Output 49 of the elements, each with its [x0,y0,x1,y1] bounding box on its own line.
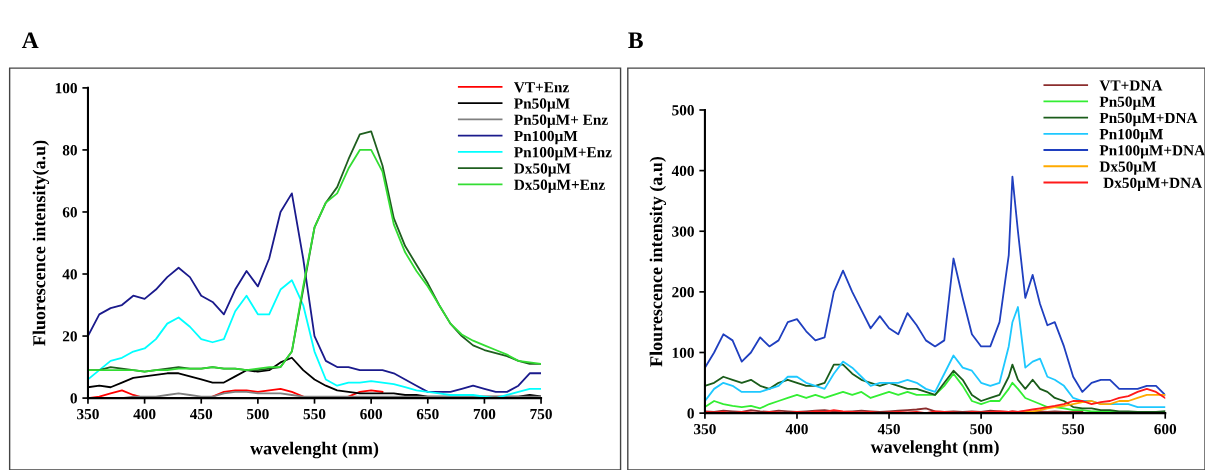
legend-label: Pn50µM+ Enz [514,114,608,129]
y-tick-label: 80 [62,145,77,156]
chart-title: A [21,32,39,48]
x-tick-label: 600 [1154,423,1177,435]
legend-label: Pn50µM+DNA [1099,112,1198,127]
chart-title: B [628,32,643,49]
x-tick-label: 350 [77,408,99,420]
legend-label: VT+Enz [513,82,569,93]
y-tick-label: 20 [62,331,77,342]
legend-label: Pn100µM [1099,128,1163,143]
x-tick-label: 450 [877,423,900,435]
y-axis-title: Flourescence intensity (a.u) [649,156,667,367]
x-axis-title: wavelenght (nm) [250,441,379,459]
line-series [704,306,1166,408]
legend-label: Pn100µM [514,130,578,145]
y-tick-label: 200 [672,287,694,298]
line-series [87,192,542,393]
legend-label: Pn100µM+DNA [1099,145,1205,159]
y-tick-label: 400 [671,165,694,177]
legend-label: Pn100µM+Enz [514,147,612,161]
y-axis-title: Fluorescence intensity(a.u) [32,140,50,346]
legend-label: Dx50µM [514,163,571,177]
x-tick-label: 400 [133,408,156,420]
x-tick-label: 500 [247,408,269,420]
legend-label: Dx50µM+DNA [1103,177,1203,192]
x-tick-label: 600 [360,408,383,420]
y-tick-label: 0 [70,393,77,404]
x-tick-label: 550 [1062,423,1085,435]
y-tick-label: 0 [687,408,694,419]
y-tick-label: 100 [55,83,77,94]
y-tick-label: 500 [672,105,694,116]
x-tick-label: 400 [785,423,808,435]
x-tick-label: 700 [473,408,496,420]
x-tick-label: 350 [694,423,716,435]
x-tick-label: 650 [416,408,439,420]
legend-label: Dx50µM [1099,161,1157,175]
legend-label: Dx50µM+Enz [514,179,605,193]
y-tick-label: 60 [62,207,77,218]
legend-label: VT+DNA [1099,80,1163,91]
legend-label: Pn50µM [1099,96,1156,110]
x-tick-label: 500 [970,423,992,435]
x-tick-label: 550 [303,408,326,420]
y-tick-label: 300 [672,226,694,237]
x-axis-title: wavelenght (nm) [870,440,999,457]
y-tick-label: 40 [62,269,77,280]
x-tick-label: 450 [189,408,213,420]
legend-label: Pn50µM [514,98,570,112]
x-tick-label: 750 [530,408,552,420]
y-tick-label: 100 [672,347,694,358]
